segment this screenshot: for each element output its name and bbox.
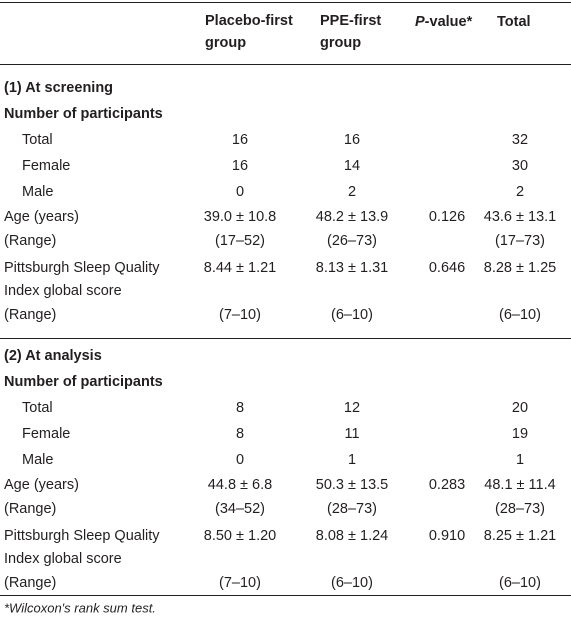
cell: 16	[231, 131, 249, 148]
cell: 48.1 ± 11.4	[484, 476, 556, 493]
cell: 8.44 ± 1.21	[203, 259, 277, 276]
row-label: Index global score	[4, 282, 122, 299]
cell: 0.283	[428, 476, 466, 493]
row-label: Age (years)	[4, 476, 79, 493]
row-label: Total	[22, 131, 53, 148]
cell: 1	[347, 451, 357, 468]
section-subtitle: Number of participants	[4, 373, 163, 390]
footnote: *Wilcoxon's rank sum test.	[4, 600, 156, 616]
cell: 16	[343, 131, 361, 148]
cell: (6–10)	[499, 574, 541, 591]
row-label: Total	[22, 399, 53, 416]
column-header: P-value*	[415, 15, 472, 30]
cell: 2	[515, 183, 525, 200]
bottom-rule	[0, 595, 571, 596]
row-label: Pittsburgh Sleep Quality	[4, 259, 160, 276]
row-label: Female	[22, 425, 71, 442]
row-label: (Range)	[4, 574, 57, 591]
header-rule	[0, 64, 571, 65]
cell: 8	[235, 399, 245, 416]
text-part: -value*	[424, 13, 473, 30]
cell: 14	[343, 157, 361, 174]
cell: 43.6 ± 13.1	[483, 208, 557, 225]
cell: (7–10)	[219, 574, 261, 591]
cell: 12	[343, 399, 361, 416]
cell: (6–10)	[499, 306, 541, 323]
column-header: Total	[497, 13, 531, 30]
cell: 44.8 ± 6.8	[207, 476, 273, 493]
cell: 39.0 ± 10.8	[203, 208, 277, 225]
cell: (7–10)	[219, 306, 261, 323]
cell: (6–10)	[331, 574, 373, 591]
top-rule	[0, 2, 571, 3]
cell: 20	[511, 399, 529, 416]
cell: 1	[515, 451, 525, 468]
cell: 0.910	[428, 527, 466, 544]
column-header: PPE-first group	[320, 13, 382, 51]
row-label: Index global score	[4, 550, 122, 567]
section-subtitle: Number of participants	[4, 105, 163, 122]
cell: 2	[347, 183, 357, 200]
cell: 8.50 ± 1.20	[203, 527, 277, 544]
cell: 0.126	[428, 208, 466, 225]
cell: 19	[511, 425, 529, 442]
cell: 8	[235, 425, 245, 442]
row-label: (Range)	[4, 500, 57, 517]
section-title: (2) At analysis	[4, 347, 102, 364]
cell: 16	[231, 157, 249, 174]
cell: (28–73)	[495, 500, 545, 517]
cell: (28–73)	[327, 500, 377, 517]
cell: 0	[235, 451, 245, 468]
cell: 0.646	[428, 259, 466, 276]
row-label: (Range)	[4, 232, 57, 249]
column-header: Placebo-first group	[205, 13, 293, 51]
cell: (17–73)	[495, 232, 545, 249]
section-title: (1) At screening	[4, 79, 114, 96]
cell: 0	[235, 183, 245, 200]
cell: 8.08 ± 1.24	[315, 527, 389, 544]
row-label: (Range)	[4, 306, 57, 323]
cell: (34–52)	[215, 500, 265, 517]
section-rule	[0, 338, 571, 339]
row-label: Age (years)	[4, 208, 79, 225]
italic-part: P	[415, 13, 425, 30]
row-label: Male	[22, 451, 54, 468]
cell: 32	[511, 131, 529, 148]
cell: 11	[344, 425, 360, 442]
cell: 8.28 ± 1.25	[483, 259, 557, 276]
row-label: Male	[22, 183, 54, 200]
row-label: Pittsburgh Sleep Quality	[4, 527, 160, 544]
cell: 30	[511, 157, 529, 174]
cell: 50.3 ± 13.5	[315, 476, 389, 493]
cell: (17–52)	[215, 232, 265, 249]
cell: (26–73)	[327, 232, 377, 249]
cell: (6–10)	[331, 306, 373, 323]
cell: 8.25 ± 1.21	[483, 527, 557, 544]
cell: 48.2 ± 13.9	[315, 208, 389, 225]
cell: 8.13 ± 1.31	[315, 259, 389, 276]
row-label: Female	[22, 157, 71, 174]
